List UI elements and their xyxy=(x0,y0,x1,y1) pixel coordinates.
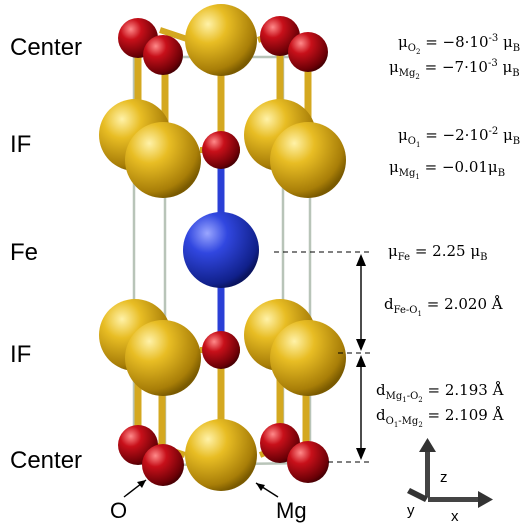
moment-mg2: μMg2 = −7·10-3 μB xyxy=(389,58,520,81)
o-atom-if-bottom-center xyxy=(202,331,240,369)
label-if-bottom: IF xyxy=(10,341,31,368)
distance-arrowheads xyxy=(356,254,366,460)
moment-o2: μO2 = −8·10-3 μB xyxy=(398,33,520,56)
mg-atom-if-top-left-front xyxy=(125,122,201,198)
label-oxygen: O xyxy=(110,498,127,523)
label-if-top: IF xyxy=(10,131,31,158)
mg-atom-if-bottom-left-front xyxy=(125,320,201,396)
atoms xyxy=(99,4,346,491)
moment-o1: μO1 = −2·10-2 μB xyxy=(398,126,520,149)
distance-mg1-o2: dMg1-O2 = 2.193 Å xyxy=(376,381,504,404)
axis-x-shaft xyxy=(428,497,480,502)
magnetic-moments: μO2 = −8·10-3 μB μMg2 = −7·10-3 μB μO1 =… xyxy=(388,33,520,263)
o-atom-if-top-center xyxy=(202,131,240,169)
axes-triad: z y x xyxy=(407,438,493,523)
mg-atom-if-top-right-front xyxy=(270,122,346,198)
axis-z-label: z xyxy=(440,469,448,486)
distance-fe-o1: dFe-O1 = 2.020 Å xyxy=(384,295,503,318)
label-center-bottom: Center xyxy=(10,447,82,474)
axis-z-shaft xyxy=(425,447,430,497)
o-atom-bottom-left-front xyxy=(142,444,184,486)
label-center-top: Center xyxy=(10,34,82,61)
o-atom-top-right-front xyxy=(288,32,328,72)
axis-x-label: x xyxy=(451,508,459,523)
o-atom-top-left-front xyxy=(143,35,183,75)
o-atom-bottom-right-front xyxy=(287,441,329,483)
fe-atom xyxy=(183,212,259,288)
atom-pointers: O Mg xyxy=(110,479,307,523)
arrowhead-mg-up xyxy=(356,355,366,367)
arrowhead-fe-up xyxy=(356,254,366,266)
mg-atom-bottom-center xyxy=(185,419,257,491)
moment-fe: μFe = 2.25 μB xyxy=(388,242,487,263)
label-fe: Fe xyxy=(10,239,38,266)
arrow-mg-head xyxy=(256,483,265,491)
label-magnesium: Mg xyxy=(276,498,307,523)
arrow-o-head xyxy=(137,480,146,488)
bond-distances: dFe-O1 = 2.020 Å dMg1-O2 = 2.193 Å dO1-M… xyxy=(376,295,504,429)
axis-y-shaft xyxy=(407,488,428,502)
bond-top-stub-left xyxy=(159,27,191,43)
mg-atom-if-bottom-right-front xyxy=(270,320,346,396)
axis-x-arrowhead xyxy=(478,491,493,508)
moment-mg1: μMg1 = −0.01μB xyxy=(389,158,505,181)
axis-z-arrowhead xyxy=(419,438,436,452)
layer-labels: Center IF Fe IF Center xyxy=(10,34,82,474)
arrowhead-fe-down xyxy=(356,339,366,351)
mg-atom-top-center xyxy=(185,4,257,76)
arrowhead-mg-down xyxy=(356,448,366,460)
distance-o1-mg2: dO1-Mg2 = 2.109 Å xyxy=(376,406,504,429)
reference-lines xyxy=(274,251,372,463)
axis-y-label: y xyxy=(407,502,415,519)
